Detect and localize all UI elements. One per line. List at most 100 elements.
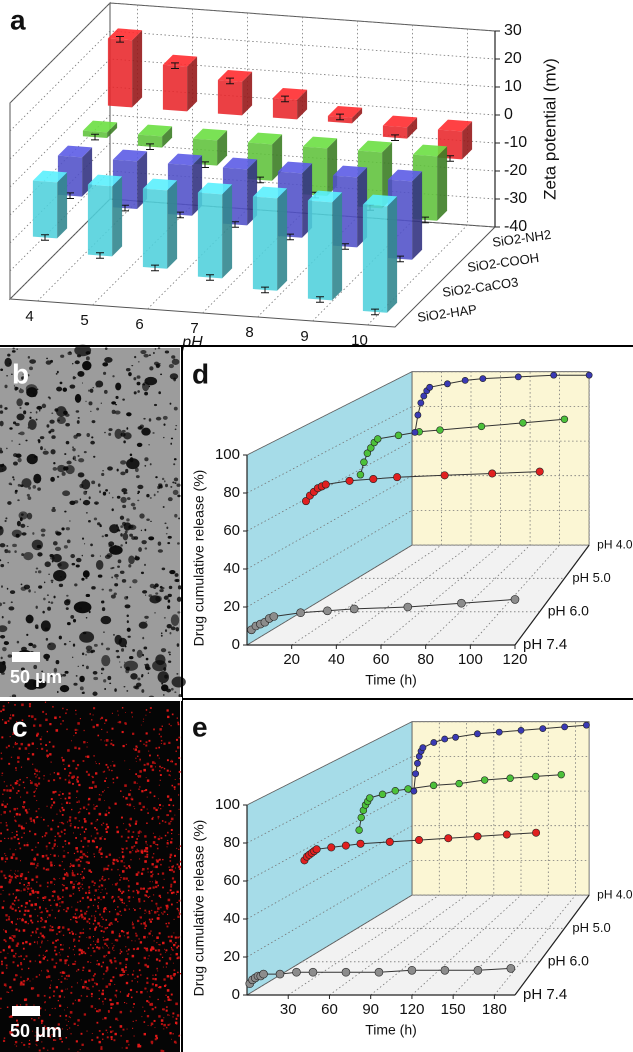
fluorescence-dot xyxy=(36,941,39,943)
error-bar xyxy=(281,95,289,103)
x-tick-label: 90 xyxy=(362,1001,379,1018)
fluorescence-dot xyxy=(143,849,147,853)
fluorescence-dot xyxy=(162,805,164,807)
fluorescence-dot xyxy=(121,707,124,709)
fluorescence-dot xyxy=(54,865,55,866)
fluorescence-dot xyxy=(145,789,148,791)
particle xyxy=(72,457,75,460)
fluorescence-dot xyxy=(81,871,84,873)
particle xyxy=(65,598,71,604)
particle xyxy=(133,685,139,689)
fluorescence-dot xyxy=(14,874,16,875)
data-point xyxy=(550,371,558,379)
fluorescence-dot xyxy=(57,1023,60,1026)
fluorescence-dot xyxy=(95,828,98,831)
particle xyxy=(72,643,76,647)
particle xyxy=(160,632,163,635)
fluorescence-dot xyxy=(13,904,16,906)
particle xyxy=(125,669,130,674)
grid-line xyxy=(411,721,522,996)
particle xyxy=(27,496,32,501)
fluorescence-dot xyxy=(2,1039,6,1043)
particle xyxy=(154,612,156,614)
legend-label: pH 7.4 xyxy=(523,636,567,653)
fluorescence-dot xyxy=(161,956,164,959)
fluorescence-dot xyxy=(135,991,138,993)
fluorescence-dot xyxy=(110,765,112,767)
fluorescence-dot xyxy=(26,980,28,982)
fluorescence-dot xyxy=(53,890,56,893)
particle xyxy=(167,593,172,598)
fluorescence-dot xyxy=(76,982,78,984)
data-point xyxy=(341,841,350,850)
fluorescence-dot xyxy=(64,962,67,965)
fluorescence-dot xyxy=(132,1006,134,1008)
fluorescence-dot xyxy=(69,865,71,868)
fluorescence-dot xyxy=(101,992,104,996)
particle xyxy=(115,382,122,391)
fluorescence-dot xyxy=(125,840,128,842)
fluorescence-dot xyxy=(136,947,140,950)
fluorescence-dot xyxy=(157,907,160,910)
fluorescence-dot xyxy=(159,728,162,731)
fluorescence-dot xyxy=(125,743,127,746)
particle xyxy=(104,554,111,560)
fluorescence-dot xyxy=(13,836,16,839)
fluorescence-dot xyxy=(104,1016,107,1020)
particle xyxy=(51,581,53,584)
particle xyxy=(100,402,102,404)
particle xyxy=(171,358,180,365)
particle xyxy=(72,362,74,365)
fluorescence-dot xyxy=(77,901,79,903)
particle xyxy=(81,554,83,557)
data-point xyxy=(360,458,368,466)
fluorescence-dot xyxy=(86,861,89,864)
fluorescence-dot xyxy=(167,715,170,719)
fluorescence-dot xyxy=(86,808,88,810)
particle xyxy=(175,424,178,427)
bar xyxy=(197,192,223,279)
fluorescence-dot xyxy=(158,746,161,749)
fluorescence-dot xyxy=(18,813,21,816)
fluorescence-dot xyxy=(138,938,140,940)
fluorescence-dot xyxy=(146,867,149,870)
fluorescence-dot xyxy=(154,1006,157,1009)
bar-side xyxy=(332,192,343,301)
particle xyxy=(175,578,180,583)
fluorescence-dot xyxy=(159,943,161,946)
legend-label: pH 5.0 xyxy=(572,920,610,935)
fluorescence-dot xyxy=(4,837,6,840)
fluorescence-dot xyxy=(50,806,52,809)
x-tick-label: 9 xyxy=(300,328,308,345)
fluorescence-dot xyxy=(111,727,114,730)
fluorescence-dot xyxy=(135,934,138,937)
fluorescence-dot xyxy=(136,975,139,978)
particle xyxy=(29,366,33,371)
fluorescence-dot xyxy=(179,845,182,847)
fluorescence-dot xyxy=(20,742,23,746)
fluorescence-dot xyxy=(147,896,150,899)
particle xyxy=(129,586,132,588)
fluorescence-dot xyxy=(122,931,125,933)
fluorescence-dot xyxy=(40,970,42,972)
particle xyxy=(119,661,121,663)
fluorescence-dot xyxy=(30,779,32,781)
fluorescence-dot xyxy=(44,1001,46,1003)
particle xyxy=(56,406,67,417)
fluorescence-dot xyxy=(88,969,91,972)
fluorescence-dot xyxy=(144,849,146,851)
fluorescence-dot xyxy=(51,926,54,928)
particle xyxy=(93,517,98,521)
particle xyxy=(116,468,119,472)
bar-top xyxy=(87,174,123,187)
fluorescence-dot xyxy=(128,1044,130,1046)
particle xyxy=(123,440,126,444)
fluorescence-dot xyxy=(7,918,11,921)
fluorescence-dot xyxy=(90,961,92,963)
fluorescence-dot xyxy=(105,919,108,921)
fluorescence-dot xyxy=(166,769,169,772)
fluorescence-dot xyxy=(176,957,179,960)
fluorescence-dot xyxy=(83,867,86,870)
fluorescence-dot xyxy=(1,971,4,975)
particle xyxy=(101,607,106,612)
